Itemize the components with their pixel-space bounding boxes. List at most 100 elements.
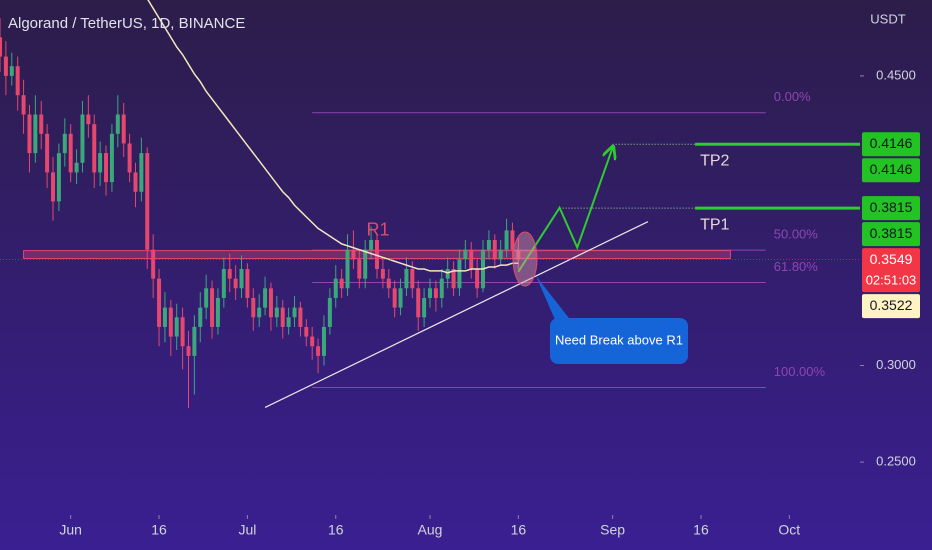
candle-body xyxy=(221,268,226,298)
candle-body xyxy=(45,133,50,173)
price-label-box xyxy=(862,158,920,183)
callout-box xyxy=(550,318,688,364)
candle-body xyxy=(451,268,456,289)
price-label: 0.3815 xyxy=(870,199,913,215)
candle-body xyxy=(310,336,315,347)
candle-body xyxy=(86,114,91,125)
y-tick-label: 0.4500 xyxy=(876,67,916,82)
y-axis-label: USDT xyxy=(870,11,905,26)
candle-body xyxy=(127,143,132,173)
fib-label: 0.00% xyxy=(774,89,811,104)
candle-body xyxy=(174,317,179,337)
fib-label: 61.80% xyxy=(774,259,819,274)
candle-body xyxy=(504,230,509,250)
candle-body xyxy=(0,37,2,57)
candle-body xyxy=(210,288,215,327)
candle-body xyxy=(151,249,156,279)
candle-body xyxy=(109,133,114,183)
candle-body xyxy=(80,114,85,163)
candle-body xyxy=(422,297,427,318)
candle-body xyxy=(445,268,450,279)
candle-body xyxy=(463,249,468,260)
candle-body xyxy=(369,240,374,250)
candle-body xyxy=(345,249,350,289)
candle-body xyxy=(239,268,244,289)
candle-body xyxy=(198,307,203,327)
candle-body xyxy=(186,346,191,356)
candle-body xyxy=(339,278,344,289)
candle-body xyxy=(104,153,109,183)
candle-body xyxy=(68,133,73,173)
candle-body xyxy=(27,114,32,154)
candle-body xyxy=(74,162,79,173)
candle-body xyxy=(316,346,321,356)
price-axis: 0.4500 0.3000 0.2500 Jun 16 Jul 16 Aug 16 Sep 16 Oc… xyxy=(59,67,920,538)
target-label: TP2 xyxy=(700,152,729,169)
plot-area: 0.00% 50.00% 61.80% 100.00% R1 TP1 TP2 xyxy=(0,0,860,409)
x-tick-label: Sep xyxy=(600,522,625,538)
candle-body xyxy=(404,268,409,289)
candle-body xyxy=(357,259,362,279)
candle-body xyxy=(428,288,432,298)
fib-label: 50.00% xyxy=(774,227,819,242)
fib-label: 100.00% xyxy=(774,364,826,379)
x-tick-label: Jul xyxy=(238,522,256,538)
candle-body xyxy=(457,259,462,289)
candle-body xyxy=(21,95,26,115)
candle-body xyxy=(492,240,497,260)
x-tick-label: 16 xyxy=(328,522,344,538)
candle-body xyxy=(121,114,126,144)
candle-body xyxy=(333,278,338,298)
x-tick-label: Aug xyxy=(418,522,443,538)
candle-body xyxy=(298,307,303,327)
candle-body xyxy=(233,278,238,289)
x-tick-label: 16 xyxy=(511,522,527,538)
countdown: 02:51:03 xyxy=(866,273,917,288)
candle-body xyxy=(516,249,521,260)
resistance-label: R1 xyxy=(366,219,389,239)
projection xyxy=(517,148,612,273)
candle-body xyxy=(304,326,309,337)
candle-body xyxy=(386,278,391,289)
candle-body xyxy=(157,278,162,327)
x-tick-label: Jun xyxy=(59,522,82,538)
price-label: 0.4146 xyxy=(870,161,913,177)
candle-body xyxy=(363,249,368,279)
candle-body xyxy=(251,297,256,318)
candle-body xyxy=(139,153,144,192)
annotation-text: Need Break above R1 xyxy=(555,332,683,347)
candle-body xyxy=(274,307,279,318)
y-tick-label: 0.2500 xyxy=(876,454,916,469)
candle-body xyxy=(263,288,268,308)
candle-body xyxy=(3,56,8,76)
price-label: 0.3549 xyxy=(870,251,913,267)
price-label: 0.4146 xyxy=(870,135,913,151)
moving-average xyxy=(147,0,519,274)
candle-body xyxy=(15,66,20,96)
candle-body xyxy=(416,288,421,318)
callout-pointer xyxy=(536,276,572,322)
candle-body xyxy=(292,307,297,318)
candle-body xyxy=(162,307,167,327)
candle-body xyxy=(51,172,56,202)
y-tick-label: 0.3000 xyxy=(876,357,916,372)
candle-body xyxy=(168,307,173,337)
candle-body xyxy=(286,317,291,327)
candle-body xyxy=(398,288,403,308)
candle-body xyxy=(145,153,150,250)
candle-body xyxy=(204,288,209,308)
candle-body xyxy=(410,268,415,289)
highlight-ellipse xyxy=(512,231,538,287)
candle-body xyxy=(115,114,120,134)
price-label: 0.3815 xyxy=(870,225,913,241)
x-tick-label: Oct xyxy=(778,522,800,538)
candle-body xyxy=(327,297,332,327)
candle-body xyxy=(280,307,285,327)
candle-body xyxy=(245,268,250,298)
candle-body xyxy=(257,307,262,318)
price-label-box xyxy=(862,132,920,157)
candle-body xyxy=(475,268,480,289)
